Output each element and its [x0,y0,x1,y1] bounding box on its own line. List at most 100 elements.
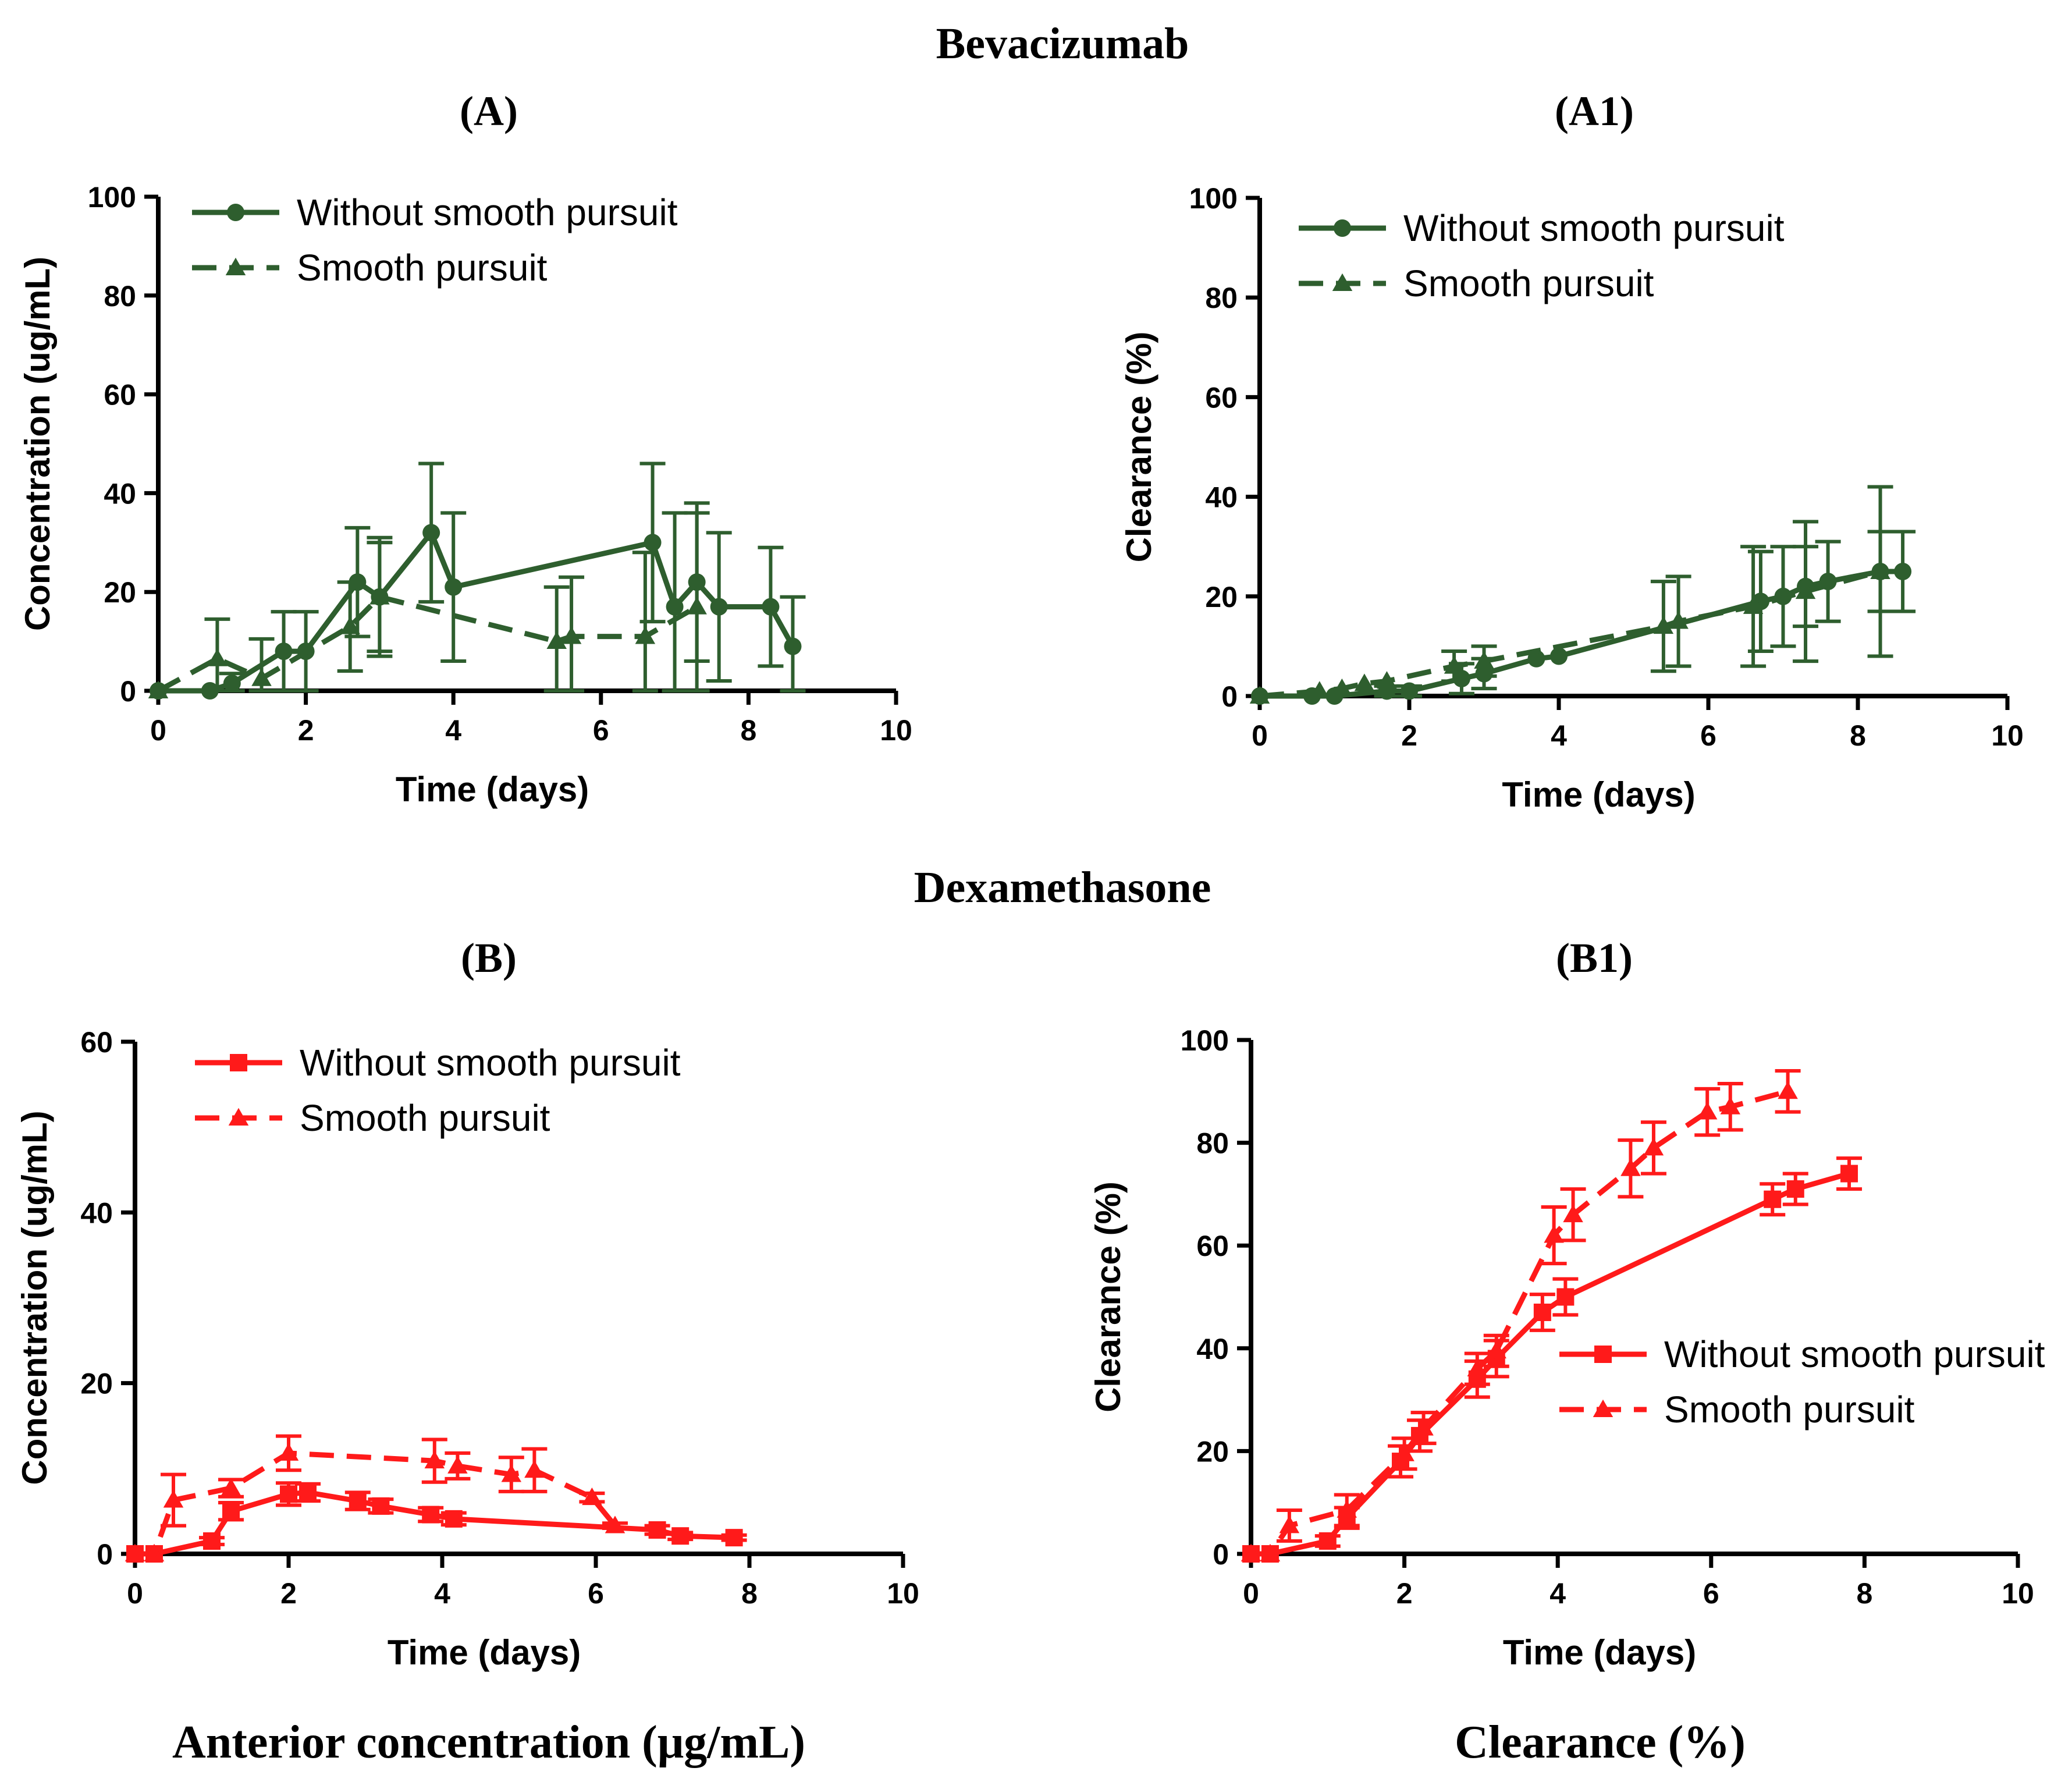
y-tick-label: 20 [104,576,136,609]
legend-label: Without smooth pursuit [1403,207,1785,249]
section-title-dexamethasone: Dexamethasone [914,863,1211,912]
data-point [1452,670,1470,688]
y-axis-title: Clearance (%) [1089,1181,1128,1412]
x-tick-label: 4 [445,714,461,747]
series-without-smooth-pursuit [1251,530,1916,705]
x-tick-label: 0 [1243,1577,1259,1610]
data-point [644,534,662,552]
legend-label: Without smooth pursuit [300,1042,681,1084]
data-point [422,524,440,542]
data-point [447,1456,468,1474]
data-point [1668,611,1689,629]
x-axis-title: Time (days) [388,1633,581,1672]
y-axis-title: Concentration (ug/mL) [18,257,57,631]
y-tick-label: 100 [1189,182,1238,215]
data-point [1474,651,1494,669]
data-point [1337,1500,1357,1518]
x-tick-label: 10 [887,1577,919,1610]
data-point [299,1483,317,1501]
data-point [278,1443,299,1461]
data-point [1795,581,1816,599]
data-point [605,1515,625,1533]
x-tick-label: 0 [150,714,166,747]
data-point [1413,1418,1434,1436]
data-point [1550,647,1568,665]
data-point [222,1502,240,1520]
x-tick-label: 6 [1703,1577,1719,1610]
panel-label-a1: (A1) [1555,88,1634,134]
x-tick-label: 8 [740,714,756,747]
legend-marker [230,1054,247,1071]
data-point [1377,671,1397,689]
x-tick-label: 2 [280,1577,297,1610]
data-point [1444,656,1465,674]
legend-label: Smooth pursuit [1664,1389,1915,1430]
legend-marker [227,204,244,221]
data-point [1260,1543,1281,1561]
data-point [524,1460,545,1478]
data-point [1840,1165,1858,1183]
data-point [349,1492,367,1510]
y-tick-label: 40 [104,477,136,510]
series-line [157,594,698,693]
y-tick-label: 40 [1205,481,1238,514]
x-tick-label: 4 [434,1577,450,1610]
x-axis-title: Time (days) [1502,775,1695,814]
legend-label: Smooth pursuit [300,1097,550,1139]
data-point [280,1485,297,1503]
x-tick-label: 8 [741,1577,758,1610]
series-line [1251,1088,1789,1557]
legend-marker [1594,1346,1612,1363]
panel-label-b: (B) [461,935,517,981]
y-tick-label: 0 [97,1538,113,1571]
data-point [1894,563,1912,580]
legend-marker [228,1107,249,1126]
x-tick-label: 6 [593,714,609,747]
data-point [1563,1204,1583,1223]
series-smooth-pursuit [1241,1069,1801,1561]
data-point [1354,673,1375,691]
data-point [148,680,169,698]
data-point [1533,1303,1551,1321]
data-point [1309,681,1330,699]
x-axis-title: Time (days) [1503,1633,1696,1672]
y-tick-label: 20 [1205,581,1238,613]
data-point [725,1529,743,1547]
y-tick-label: 20 [80,1368,113,1400]
x-tick-label: 4 [1551,719,1567,752]
x-axis-title: Time (days) [396,770,589,809]
y-tick-label: 40 [1196,1333,1229,1365]
data-point [1697,1102,1718,1120]
data-point [1556,1288,1575,1306]
data-point [340,616,360,634]
x-tick-label: 6 [1700,719,1716,752]
y-tick-label: 20 [1196,1435,1229,1468]
data-point [1544,1225,1564,1243]
x-tick-label: 8 [1850,719,1866,752]
data-point [422,1506,440,1524]
data-point [671,1527,690,1545]
x-tick-label: 2 [1401,719,1417,752]
y-tick-label: 100 [88,181,136,214]
data-point [648,1521,666,1539]
data-point [251,668,272,686]
y-tick-label: 0 [1213,1538,1229,1571]
data-point [369,587,390,605]
footer-clearance: Clearance (%) [1455,1717,1746,1768]
data-point [1332,678,1352,697]
legend-label: Without smooth pursuit [297,191,678,233]
y-tick-label: 60 [104,379,136,411]
data-point [762,598,780,616]
data-point [1318,1532,1337,1550]
data-point [1643,1138,1664,1156]
y-tick-label: 80 [104,280,136,313]
data-point [1394,1443,1414,1461]
data-point [372,1497,390,1515]
data-point [687,597,707,615]
series-without-smooth-pursuit [150,462,806,700]
series-smooth-pursuit [125,1434,628,1561]
data-point [1401,682,1418,700]
data-point [1620,1158,1641,1176]
